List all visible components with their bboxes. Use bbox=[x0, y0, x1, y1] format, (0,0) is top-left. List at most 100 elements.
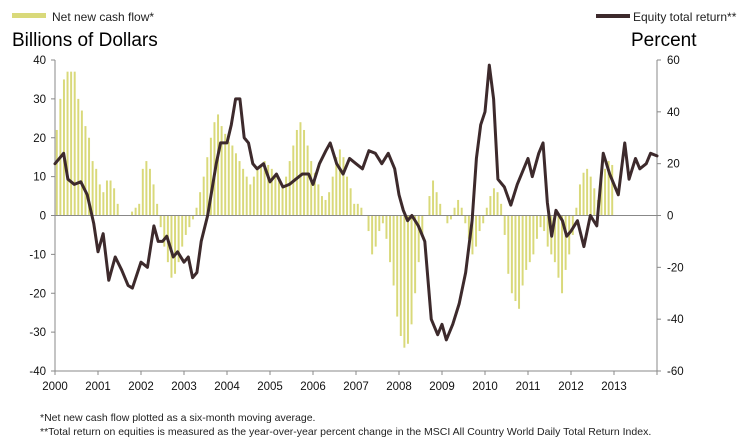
cashflow-bar bbox=[342, 157, 345, 216]
axes-layer: 403020100-10-20-30-406040200-20-40-60200… bbox=[29, 55, 683, 393]
cashflow-bar bbox=[295, 129, 298, 216]
left-axis-title: Billions of Dollars bbox=[12, 30, 158, 51]
equity-return-line bbox=[53, 63, 659, 342]
cashflow-bar bbox=[181, 215, 184, 247]
cashflow-bar bbox=[460, 207, 463, 216]
cashflow-bar bbox=[607, 161, 610, 216]
line-layer bbox=[53, 63, 659, 342]
cashflow-bar bbox=[356, 203, 359, 216]
cashflow-bar bbox=[245, 176, 248, 216]
cashflow-bar bbox=[446, 215, 449, 224]
cashflow-bar bbox=[582, 172, 585, 216]
cashflow-bar bbox=[152, 184, 155, 216]
cashflow-bar bbox=[464, 215, 467, 224]
cashflow-bar bbox=[55, 129, 58, 216]
cashflow-bar bbox=[432, 180, 435, 216]
cashflow-bar bbox=[435, 192, 438, 216]
right-axis-title: Percent bbox=[631, 30, 697, 51]
cashflow-bar bbox=[174, 215, 177, 274]
x-tick-label: 2009 bbox=[429, 381, 455, 393]
cashflow-bar bbox=[148, 168, 151, 216]
x-tick-label: 2006 bbox=[300, 381, 326, 393]
right-tick-label: 40 bbox=[667, 107, 680, 119]
cashflow-bar bbox=[313, 172, 316, 216]
cashflow-bar bbox=[578, 184, 581, 216]
right-tick-label: 60 bbox=[667, 55, 680, 67]
cashflow-bar bbox=[70, 71, 73, 216]
cashflow-bar bbox=[532, 215, 535, 255]
cashflow-bar bbox=[421, 215, 424, 235]
cashflow-bar bbox=[543, 215, 546, 232]
cashflow-bar bbox=[371, 215, 374, 255]
cashflow-bar bbox=[546, 215, 549, 247]
cashflow-bar bbox=[338, 149, 341, 216]
right-tick-label: 0 bbox=[667, 211, 673, 223]
cashflow-bar bbox=[507, 215, 510, 274]
cashflow-bar bbox=[414, 215, 417, 294]
cashflow-bar bbox=[349, 188, 352, 216]
cashflow-bar bbox=[95, 168, 98, 216]
cashflow-bar bbox=[485, 207, 488, 216]
left-tick-label: 20 bbox=[33, 133, 46, 145]
cashflow-bar bbox=[389, 215, 392, 263]
cashflow-bar bbox=[188, 215, 191, 228]
cashflow-bar bbox=[378, 215, 381, 232]
cashflow-bar bbox=[392, 215, 395, 286]
cashflow-bar bbox=[191, 215, 194, 220]
cashflow-bar bbox=[317, 184, 320, 216]
footnote-cashflow: *Net new cash flow plotted as a six-mont… bbox=[40, 412, 316, 424]
x-tick-label: 2010 bbox=[472, 381, 498, 393]
right-tick-label: 20 bbox=[667, 159, 680, 171]
left-tick-label: 40 bbox=[33, 55, 46, 67]
cashflow-bar bbox=[320, 196, 323, 216]
left-tick-label: 30 bbox=[33, 94, 46, 106]
cashflow-bar bbox=[199, 192, 202, 216]
cashflow-bar bbox=[467, 215, 470, 239]
right-tick-label: -40 bbox=[667, 314, 684, 326]
cashflow-bar bbox=[113, 188, 116, 216]
cashflow-bar bbox=[105, 180, 108, 216]
cashflow-bar bbox=[156, 203, 159, 216]
cashflow-bar bbox=[252, 176, 255, 216]
cashflow-bar bbox=[564, 215, 567, 270]
cashflow-bar bbox=[410, 215, 413, 325]
cashflow-bar bbox=[399, 215, 402, 337]
cashflow-bar bbox=[263, 161, 266, 216]
cashflow-bar bbox=[131, 211, 134, 216]
cashflow-bar bbox=[98, 184, 101, 216]
cashflow-bar bbox=[249, 184, 252, 216]
cashflow-bar bbox=[195, 207, 198, 216]
cashflow-bar bbox=[274, 176, 277, 216]
cashflow-bar bbox=[428, 196, 431, 216]
cashflow-bar bbox=[163, 215, 166, 247]
cashflow-bar bbox=[328, 192, 331, 216]
cashflow-bar bbox=[593, 188, 596, 216]
cashflow-bar bbox=[471, 215, 474, 255]
cashflow-bar bbox=[217, 114, 220, 216]
cashflow-bar bbox=[84, 126, 87, 216]
cashflow-bar bbox=[299, 122, 302, 216]
cashflow-bar bbox=[453, 207, 456, 216]
right-tick-label: -60 bbox=[667, 366, 684, 378]
cashflow-bar bbox=[561, 215, 564, 294]
x-tick-label: 2000 bbox=[42, 381, 68, 393]
cashflow-bar bbox=[267, 164, 270, 216]
cashflow-bar bbox=[381, 215, 384, 224]
x-tick-label: 2013 bbox=[601, 381, 627, 393]
cashflow-bar bbox=[367, 215, 370, 232]
left-tick-label: -30 bbox=[29, 327, 46, 339]
cashflow-bar bbox=[514, 215, 517, 302]
cashflow-bar bbox=[306, 145, 309, 216]
cashflow-bar bbox=[184, 215, 187, 235]
cashflow-bar bbox=[449, 215, 452, 220]
cashflow-bar bbox=[77, 98, 80, 216]
cashflow-bar bbox=[285, 176, 288, 216]
x-tick-label: 2004 bbox=[214, 381, 240, 393]
cashflow-bar bbox=[73, 71, 76, 216]
cashflow-bar bbox=[281, 184, 284, 216]
cashflow-bar bbox=[260, 164, 263, 216]
x-tick-label: 2012 bbox=[558, 381, 584, 393]
cashflow-bar bbox=[489, 196, 492, 216]
x-tick-label: 2005 bbox=[257, 381, 283, 393]
